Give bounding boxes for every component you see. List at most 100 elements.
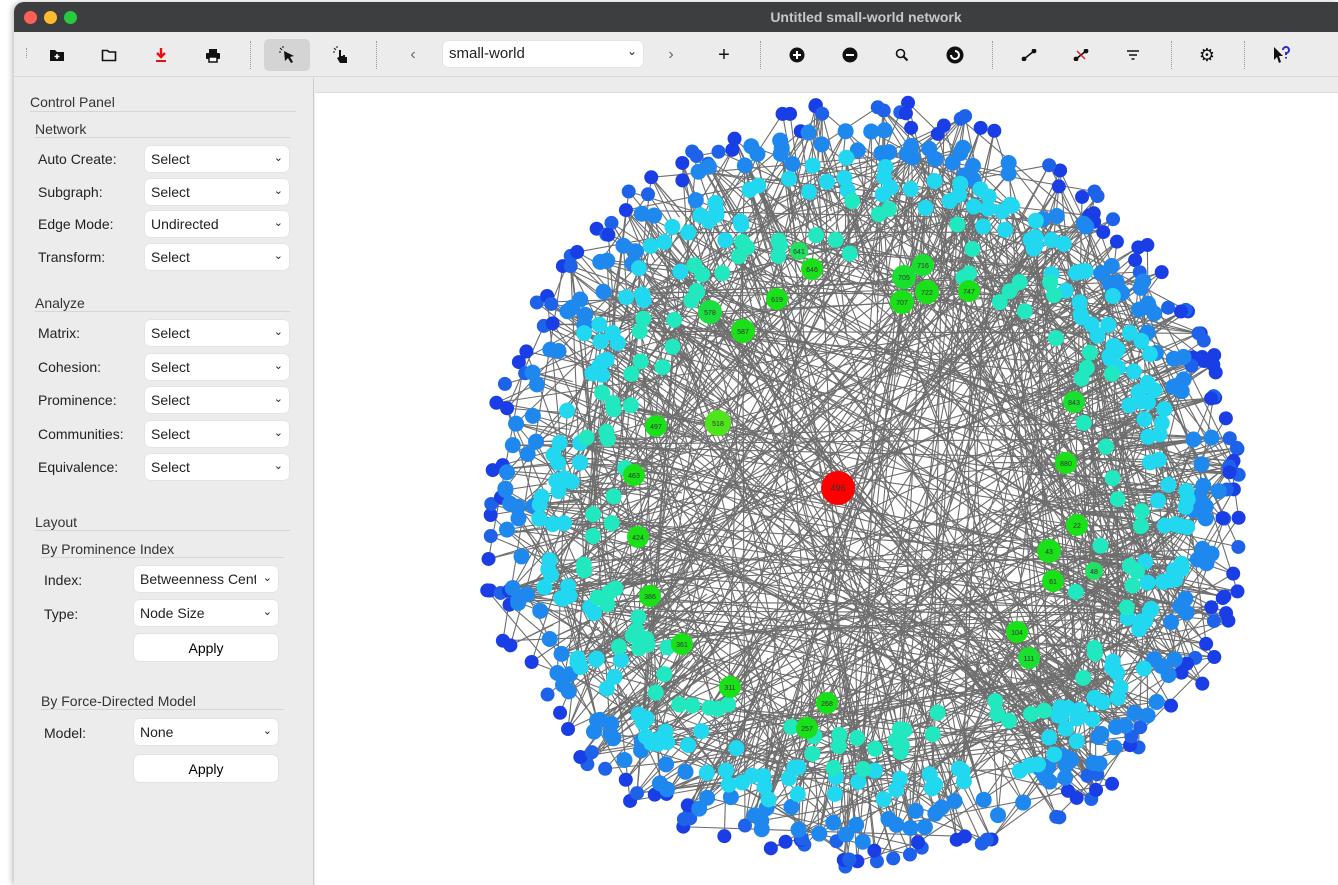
network-node[interactable] (749, 145, 766, 162)
download-icon[interactable] (138, 39, 184, 71)
network-node[interactable] (1057, 720, 1074, 737)
network-node[interactable] (1203, 429, 1220, 446)
network-node[interactable] (1199, 636, 1214, 651)
network-node[interactable] (869, 854, 884, 869)
network-node[interactable] (980, 188, 997, 205)
edge-mode-select[interactable]: Undirected ⌄ (145, 211, 289, 237)
network-node[interactable] (946, 793, 963, 810)
network-node-268[interactable]: 268 (816, 692, 838, 714)
maximize-window-button[interactable] (64, 11, 77, 24)
network-node[interactable] (736, 157, 753, 174)
network-node[interactable] (638, 728, 655, 745)
network-node[interactable] (541, 552, 558, 569)
network-node[interactable] (675, 155, 690, 170)
network-node[interactable] (1133, 503, 1150, 520)
network-node[interactable] (599, 430, 616, 447)
network-node[interactable] (1185, 431, 1202, 448)
network-node[interactable] (1001, 712, 1018, 729)
network-node[interactable] (741, 181, 758, 198)
network-node[interactable] (594, 384, 611, 401)
network-node[interactable] (499, 464, 516, 481)
network-node[interactable] (1081, 344, 1098, 361)
network-node[interactable] (1084, 711, 1101, 728)
network-node[interactable] (760, 791, 777, 808)
network-node[interactable] (1089, 327, 1106, 344)
network-node[interactable] (855, 761, 872, 778)
network-node[interactable] (675, 173, 690, 188)
network-node[interactable] (921, 766, 938, 783)
network-node[interactable] (500, 401, 515, 416)
network-node[interactable] (1046, 746, 1063, 763)
network-node[interactable] (854, 833, 871, 850)
network-node[interactable] (550, 483, 567, 500)
apply-prominence-button[interactable]: Apply (134, 634, 278, 661)
network-node[interactable] (572, 291, 589, 308)
network-node[interactable] (1051, 179, 1066, 194)
network-node[interactable] (630, 260, 647, 277)
network-node[interactable] (1093, 265, 1110, 282)
network-node[interactable] (772, 145, 789, 162)
network-node[interactable] (586, 605, 603, 622)
network-node[interactable] (755, 768, 772, 785)
network-node[interactable] (907, 802, 924, 819)
network-node[interactable] (874, 186, 891, 203)
network-node[interactable] (997, 221, 1014, 238)
network-node[interactable] (519, 445, 536, 462)
network-node[interactable] (730, 248, 747, 265)
network-node[interactable] (1161, 300, 1176, 315)
network-node[interactable] (1118, 599, 1135, 616)
network-node[interactable] (540, 687, 555, 702)
network-node[interactable] (630, 609, 647, 626)
network-node[interactable] (666, 311, 683, 328)
network-node[interactable] (503, 638, 518, 653)
network-node[interactable] (1230, 584, 1245, 599)
network-node[interactable] (627, 243, 644, 260)
network-node[interactable] (575, 556, 592, 573)
network-node-646[interactable]: 646 (801, 258, 823, 280)
network-node[interactable] (1196, 353, 1211, 368)
network-node[interactable] (1089, 782, 1104, 797)
network-node[interactable] (603, 515, 620, 532)
network-node[interactable] (560, 683, 577, 700)
network-node[interactable] (553, 645, 570, 662)
network-node[interactable] (1222, 431, 1237, 446)
network-node[interactable] (867, 740, 884, 757)
network-node[interactable] (727, 131, 742, 146)
network-node[interactable] (1160, 476, 1177, 493)
network-node[interactable] (1073, 370, 1090, 387)
network-node-22[interactable]: 22 (1066, 514, 1088, 536)
network-node[interactable] (953, 111, 968, 126)
rotate-icon[interactable] (932, 39, 978, 71)
network-node[interactable] (1053, 163, 1068, 178)
network-node[interactable] (1045, 287, 1062, 304)
network-node[interactable] (604, 215, 619, 230)
network-node[interactable] (714, 265, 731, 282)
network-node-257[interactable]: 257 (796, 717, 818, 739)
network-node[interactable] (605, 401, 622, 418)
network-node[interactable] (1055, 235, 1072, 252)
network-node[interactable] (1219, 606, 1234, 621)
equivalence-select[interactable]: Select ⌄ (145, 454, 289, 480)
network-node[interactable] (1048, 207, 1065, 224)
network-node[interactable] (1121, 324, 1138, 341)
network-node[interactable] (1109, 491, 1126, 508)
network-node[interactable] (588, 650, 605, 667)
network-node[interactable] (825, 759, 842, 776)
network-node[interactable] (638, 630, 655, 647)
network-node[interactable] (924, 726, 941, 743)
network-node[interactable] (584, 745, 599, 760)
network-node[interactable] (980, 200, 997, 217)
network-node[interactable] (819, 173, 836, 190)
select-pointer-icon[interactable] (264, 39, 310, 71)
network-node[interactable] (1139, 574, 1156, 591)
network-node[interactable] (1104, 470, 1121, 487)
network-node[interactable] (1204, 391, 1219, 406)
network-node[interactable] (605, 488, 622, 505)
network-node-707[interactable]: 707 (890, 290, 914, 314)
network-node[interactable] (1121, 557, 1138, 574)
network-node[interactable] (841, 245, 858, 262)
network-node[interactable] (1165, 350, 1182, 367)
print-icon[interactable] (190, 39, 236, 71)
network-node[interactable] (644, 170, 659, 185)
network-node[interactable] (536, 579, 553, 596)
